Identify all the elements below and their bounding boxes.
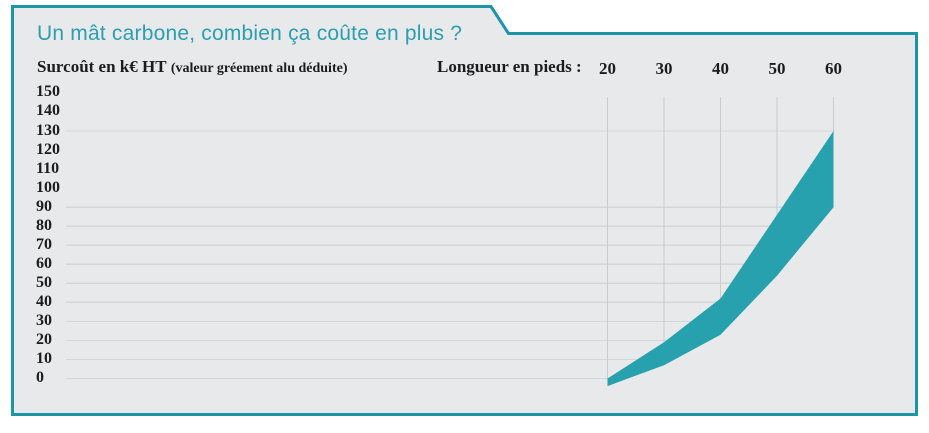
y-tick-label: 150 bbox=[36, 83, 60, 101]
y-axis-subtitle: (valeur gréement alu déduite) bbox=[170, 61, 348, 76]
y-axis-header: Surcoût en k€ HT (valeur gréement alu dé… bbox=[37, 57, 347, 77]
y-tick-label: 140 bbox=[36, 102, 60, 120]
x-tick-label: 60 bbox=[825, 59, 842, 78]
y-tick-label: 10 bbox=[36, 349, 52, 367]
y-tick-label: 90 bbox=[36, 197, 52, 215]
card-outline bbox=[11, 5, 918, 416]
y-tick-label: 70 bbox=[36, 235, 52, 253]
x-tick-label: 50 bbox=[768, 59, 786, 78]
y-tick-label: 0 bbox=[36, 369, 44, 386]
x-tick-label: 30 bbox=[655, 59, 673, 78]
y-tick-label: 120 bbox=[36, 140, 60, 158]
x-axis-title: Longueur en pieds : bbox=[437, 57, 582, 76]
y-tick-label: 60 bbox=[36, 254, 52, 272]
y-tick-label: 130 bbox=[36, 121, 60, 139]
y-tick-label: 20 bbox=[36, 330, 52, 348]
chart-title: Un mât carbone, combien ça coûte en plus… bbox=[37, 22, 463, 45]
cost-band-area bbox=[607, 131, 834, 387]
y-tick-label: 110 bbox=[36, 159, 60, 177]
y-tick-label: 100 bbox=[36, 178, 60, 196]
vertical-gridlines bbox=[606, 97, 835, 380]
x-tick-label: 20 bbox=[599, 59, 616, 78]
y-tick-label: 50 bbox=[36, 273, 52, 291]
y-axis-title: Surcoût en k€ HT bbox=[37, 57, 167, 76]
x-tick-label: 40 bbox=[712, 59, 729, 78]
y-tick-label: 40 bbox=[36, 292, 52, 310]
y-tick-label: 30 bbox=[36, 311, 52, 329]
y-tick-label: 80 bbox=[36, 216, 52, 234]
